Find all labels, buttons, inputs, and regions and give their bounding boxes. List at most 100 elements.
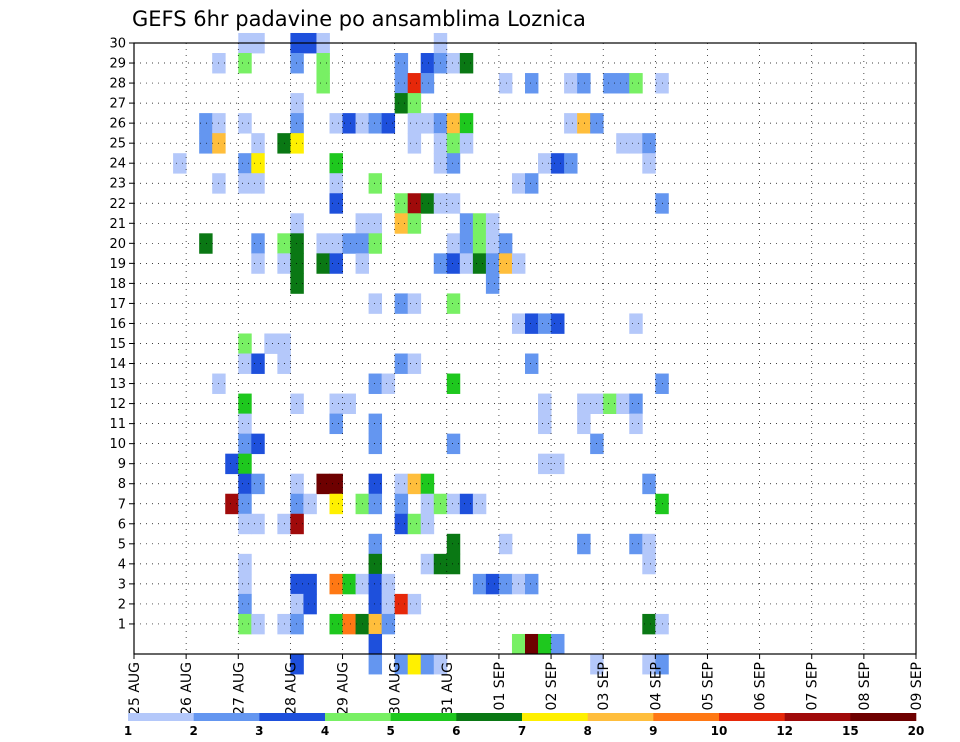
heatmap-cell [329, 253, 343, 274]
heatmap-cell [420, 53, 435, 74]
heatmap-cell [368, 293, 383, 314]
heatmap-cell [251, 433, 265, 455]
colorbar-label: 20 [908, 724, 925, 738]
heatmap-cell [394, 654, 409, 675]
heatmap-cell [498, 253, 513, 274]
heatmap-cell [420, 654, 435, 675]
x-tick-label: 25 AUG [127, 662, 143, 715]
heatmap-cell [199, 233, 213, 254]
heatmap-cell [446, 293, 461, 314]
x-tick-label: 04 SEP [648, 662, 664, 710]
heatmap-cell [342, 573, 356, 595]
heatmap-cell [368, 493, 383, 515]
heatmap-cell [238, 153, 252, 174]
heatmap-cell [368, 213, 383, 234]
heatmap-cell [420, 73, 435, 94]
heatmap-cell [329, 573, 343, 595]
y-axis: 1234567891011121314151617181920212223242… [109, 37, 134, 632]
heatmap-cell [368, 593, 383, 615]
heatmap-cell [629, 533, 643, 555]
x-tick-label: 27 AUG [231, 662, 247, 715]
heatmap-cell [538, 413, 552, 435]
heatmap-cell [342, 393, 356, 414]
heatmap-cell [394, 73, 409, 94]
colorbar-segment [325, 713, 391, 721]
heatmap-cell [446, 113, 461, 134]
heatmap-cell [368, 373, 383, 394]
heatmap-cell [407, 593, 422, 615]
y-tick-label: 8 [118, 477, 126, 492]
x-axis: 25 AUG 26 AUG 27 AUG 28 AUG 29 AUG 30 AUG 31 A… [127, 654, 925, 715]
heatmap-cell [238, 433, 252, 455]
heatmap-cell [603, 393, 617, 414]
y-tick-label: 16 [109, 317, 126, 332]
heatmap-cell [290, 233, 304, 254]
grid-lines [134, 42, 916, 654]
heatmap-cell [525, 173, 539, 194]
heatmap-cell [251, 613, 265, 635]
heatmap-cell [290, 133, 304, 154]
heatmap-cell [251, 133, 265, 154]
heatmap-cell [629, 413, 643, 435]
heatmap-cell [642, 613, 656, 635]
heatmap-cell [459, 113, 474, 134]
heatmap-cell [459, 253, 474, 274]
colorbar: 1 2 3 4 5 6 7 8 9 10 12 15 20 [124, 713, 925, 738]
heatmap-cell [538, 453, 552, 475]
heatmap-cell [290, 53, 304, 74]
heatmap-cell [433, 654, 448, 675]
heatmap-cell [381, 613, 396, 635]
heatmap-cell [251, 253, 265, 274]
heatmap-cell [238, 53, 252, 74]
heatmap-cell [394, 213, 409, 234]
heatmap-cell [407, 73, 422, 94]
heatmap-cell [538, 633, 552, 655]
heatmap-cell [238, 493, 252, 515]
heatmap-cell [446, 373, 461, 394]
y-tick-label: 13 [109, 377, 126, 392]
heatmap-cell [616, 133, 630, 154]
y-tick-label: 20 [109, 237, 126, 252]
heatmap-cell [459, 233, 474, 254]
x-tick-label: 30 AUG [388, 662, 404, 715]
heatmap-cell [238, 453, 252, 475]
x-tick-label: 01 SEP [492, 662, 508, 710]
heatmap-cell [290, 393, 304, 414]
y-tick-label: 24 [109, 157, 126, 172]
heatmap-cell [511, 633, 526, 655]
x-tick-label: 05 SEP [700, 662, 716, 710]
y-tick-label: 27 [109, 97, 126, 112]
heatmap-cell [368, 613, 383, 635]
heatmap-cell [642, 153, 656, 174]
heatmap-cell [446, 433, 461, 455]
heatmap-cell [446, 133, 461, 154]
heatmap-cell [381, 113, 396, 134]
heatmap-cell [459, 133, 474, 154]
y-tick-label: 18 [109, 277, 126, 292]
heatmap-cell [394, 353, 409, 374]
heatmap-cell [459, 493, 474, 515]
colorbar-label: 5 [386, 724, 394, 738]
y-tick-label: 4 [118, 557, 126, 572]
heatmap-cell [303, 593, 317, 615]
heatmap-cell [551, 313, 565, 334]
heatmap-cell [238, 173, 252, 194]
x-tick-label: 03 SEP [596, 662, 612, 710]
heatmap-cell [525, 73, 539, 94]
heatmap-cell [329, 153, 343, 174]
colorbar-label: 8 [583, 724, 591, 738]
heatmap-cell [420, 113, 435, 134]
heatmap-cell [394, 593, 409, 615]
heatmap-cell [316, 53, 330, 74]
heatmap-cell [394, 93, 409, 114]
y-tick-label: 22 [109, 197, 126, 212]
y-tick-label: 5 [118, 537, 126, 552]
y-tick-label: 2 [118, 597, 126, 612]
heatmap-cell [290, 273, 304, 294]
heatmap-cell [498, 233, 513, 254]
heatmap-cell [564, 73, 578, 94]
y-tick-label: 9 [118, 457, 126, 472]
heatmap-cell [629, 393, 643, 414]
y-tick-label: 14 [109, 357, 126, 372]
